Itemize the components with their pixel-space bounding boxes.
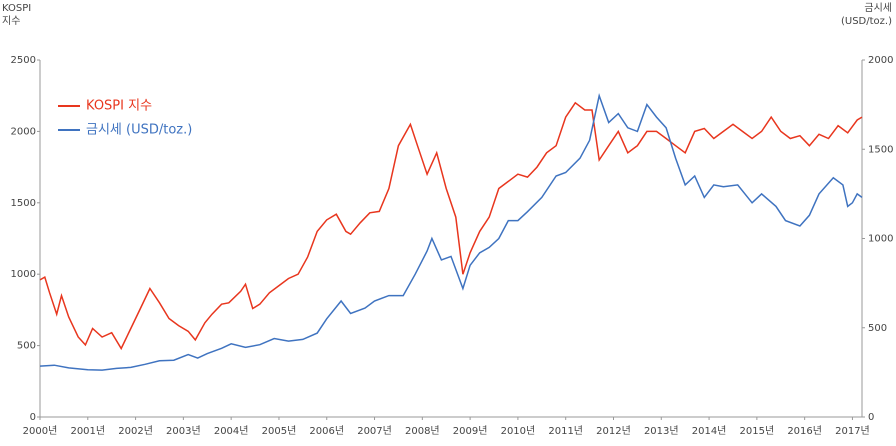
y-tick-label: 2000 [11,126,36,137]
y-tick-label: 1500 [11,198,36,209]
legend-label: KOSPI 지수 [86,99,152,114]
y-axis-title: 지수 [2,15,20,27]
x-tick-label: 2009년 [453,425,488,437]
x-tick-label: 2005년 [262,425,297,437]
line-series [39,92,863,371]
x-tick-label: 2008년 [405,425,440,437]
y-tick-label: 500 [17,341,36,352]
line-series [39,101,863,351]
x-tick-label: 2016년 [787,425,822,437]
x-tick-label: 2002년 [118,425,153,437]
y2-tick-label: 500 [868,323,887,334]
y2-axis-title: 금시세 [864,2,892,14]
x-tick-label: 2013년 [644,425,679,437]
x-tick-label: 2014년 [692,425,727,437]
x-tick-label: 2010년 [501,425,536,437]
y2-tick-label: 2000 [868,55,893,66]
x-tick-label: 2006년 [309,425,344,437]
y2-tick-label: 1500 [868,144,893,155]
x-tick-label: 2001년 [70,425,105,437]
y-tick-label: 0 [30,412,36,423]
y2-tick-label: 0 [868,412,874,423]
x-tick-label: 2012년 [596,425,631,437]
y2-tick-label: 1000 [868,234,893,245]
y2-axis-title: (USD/toz.) [841,16,892,27]
x-tick-label: 2007년 [357,425,392,437]
y-tick-label: 1000 [11,269,36,280]
x-tick-label: 2017년 [835,425,870,437]
x-tick-label: 2000년 [23,425,58,437]
x-tick-label: 2011년 [548,425,583,437]
legend-label: 금시세 (USD/toz.) [86,123,192,138]
y-tick-label: 2500 [11,55,36,66]
x-tick-label: 2015년 [740,425,775,437]
x-tick-label: 2003년 [166,425,201,437]
y-axis-title: KOSPI [2,3,31,14]
x-tick-label: 2004년 [214,425,249,437]
